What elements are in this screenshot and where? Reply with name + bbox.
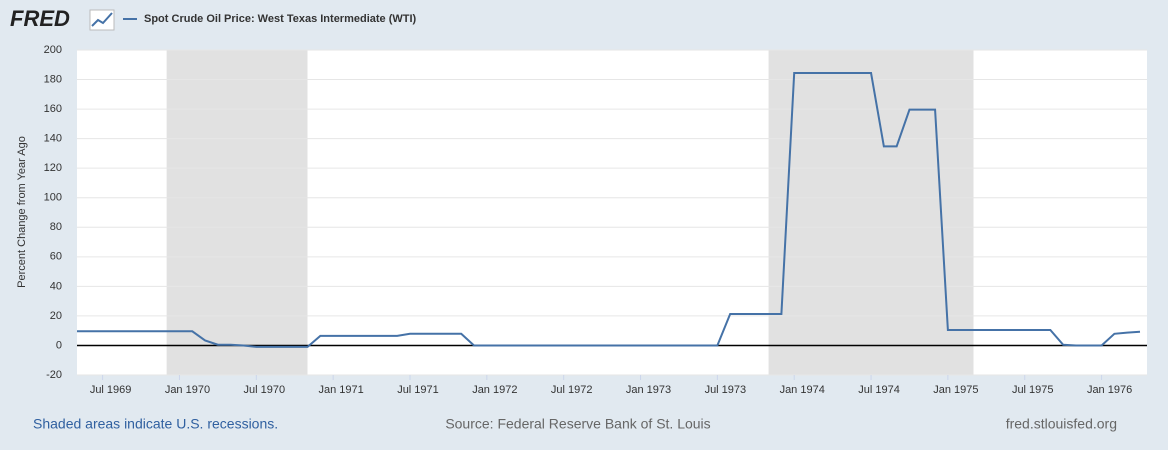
y-tick-label: 100 bbox=[44, 192, 62, 204]
y-tick-label: 200 bbox=[44, 44, 62, 56]
x-tick-label: Jan 1971 bbox=[319, 384, 364, 396]
y-tick-label: 140 bbox=[44, 133, 62, 145]
x-tick-label: Jan 1975 bbox=[933, 384, 978, 396]
x-tick-label: Jul 1972 bbox=[551, 384, 593, 396]
plot: -20 0 20 40 60 80 100 120 140 160 180 200 Jul 1969 Ja… bbox=[44, 44, 1147, 396]
y-tick-label: 80 bbox=[50, 221, 62, 233]
recession-band bbox=[166, 50, 308, 375]
brand-logo[interactable]: FRED bbox=[10, 6, 70, 31]
y-axis-label: Percent Change from Year Ago bbox=[16, 136, 28, 288]
y-tick-label: 40 bbox=[50, 280, 62, 292]
recession-note: Shaded areas indicate U.S. recessions. bbox=[33, 416, 278, 432]
y-tick-label: 20 bbox=[50, 310, 62, 322]
recession-band bbox=[768, 50, 974, 375]
x-tick-label: Jul 1970 bbox=[244, 384, 286, 396]
y-tick-label: 160 bbox=[44, 103, 62, 115]
x-tick-label: Jan 1973 bbox=[626, 384, 671, 396]
y-tick-label: 180 bbox=[44, 73, 62, 85]
x-tick-label: Jul 1974 bbox=[858, 384, 900, 396]
x-tick-label: Jul 1975 bbox=[1012, 384, 1054, 396]
x-tick-label: Jan 1974 bbox=[780, 384, 825, 396]
source: Source: Federal Reserve Bank of St. Loui… bbox=[445, 416, 710, 432]
x-tick-label: Jan 1972 bbox=[472, 384, 517, 396]
data-line bbox=[77, 72, 1141, 348]
logo-icon bbox=[89, 9, 115, 31]
x-tick-label: Jul 1971 bbox=[397, 384, 439, 396]
y-tick-label: 0 bbox=[56, 339, 62, 351]
x-tick-label: Jan 1976 bbox=[1087, 384, 1132, 396]
y-tick-label: 60 bbox=[50, 251, 62, 263]
x-tick-label: Jan 1970 bbox=[165, 384, 210, 396]
site[interactable]: fred.stlouisfed.org bbox=[1006, 416, 1117, 432]
x-tick-label: Jul 1973 bbox=[705, 384, 747, 396]
y-tick-label: -20 bbox=[46, 369, 62, 381]
x-tick-label: Jul 1969 bbox=[90, 384, 132, 396]
y-tick-label: 120 bbox=[44, 162, 62, 174]
legend-label: Spot Crude Oil Price: West Texas Interme… bbox=[144, 13, 417, 25]
